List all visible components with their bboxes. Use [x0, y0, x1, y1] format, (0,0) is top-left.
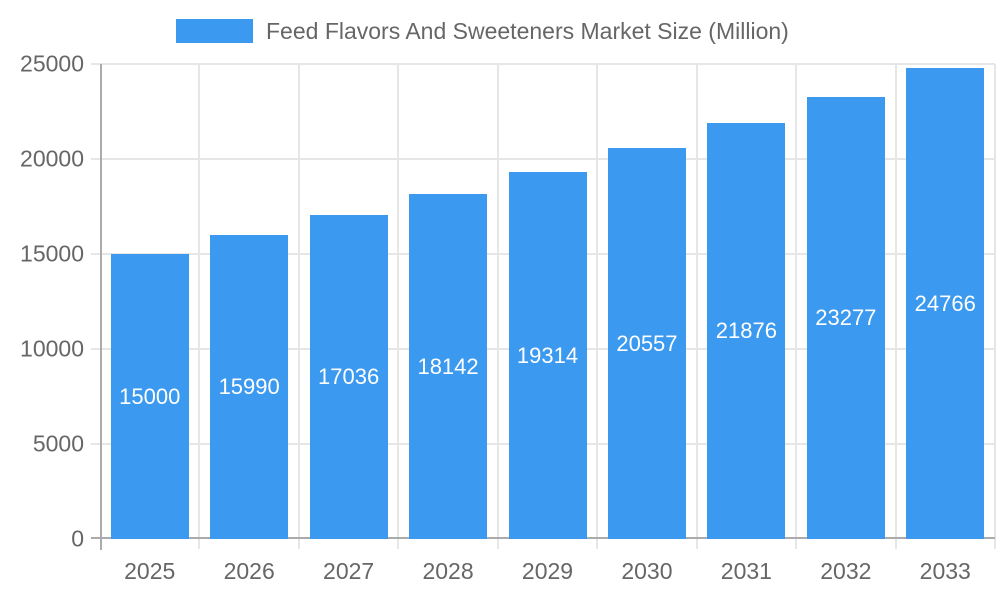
gridline-y-20000 [91, 158, 995, 160]
plot-area: 0 5000 10000 15000 20000 25000 15000 2025 15990 2… [20, 51, 996, 584]
bar-2031[interactable] [707, 123, 786, 539]
bar-value-label-2032: 23277 [815, 304, 877, 330]
gridline-x-8 [894, 64, 897, 549]
legend-swatch-icon [176, 19, 253, 43]
bar-2033[interactable] [906, 68, 985, 539]
bar-value-label-2031: 21876 [715, 318, 777, 344]
bar-2027[interactable] [309, 215, 388, 539]
bar-2028[interactable] [409, 194, 488, 539]
y-tick-label-20000: 20000 [20, 145, 84, 172]
legend-label: Feed Flavors And Sweeteners Market Size … [266, 18, 789, 44]
bar-2029[interactable] [508, 172, 587, 539]
y-tick-label-15000: 15000 [20, 240, 84, 267]
x-tick-label-2031: 2031 [720, 558, 772, 584]
y-axis-line [100, 64, 102, 550]
bar-value-label-2025: 15000 [119, 383, 181, 409]
x-tick-label-2033: 2033 [919, 558, 971, 584]
bar-2026[interactable] [210, 235, 289, 539]
x-tick-label-2026: 2026 [223, 558, 275, 584]
bar-value-label-2026: 15990 [218, 374, 280, 400]
bar-2032[interactable] [806, 96, 885, 539]
gridline-x-5 [596, 64, 599, 549]
bar-value-label-2028: 18142 [417, 353, 479, 379]
gridline-x-6 [695, 64, 698, 549]
x-tick-label-2032: 2032 [820, 558, 872, 584]
gridline-x-2 [297, 64, 300, 549]
y-tick-label-0: 0 [71, 525, 84, 552]
gridline-x-3 [397, 64, 400, 549]
x-tick-label-2029: 2029 [521, 558, 574, 584]
x-tick-label-2025: 2025 [124, 558, 176, 584]
bar-value-label-2027: 17036 [318, 364, 380, 390]
x-tick-label-2028: 2028 [422, 558, 474, 584]
bar-value-label-2030: 20557 [616, 330, 678, 356]
y-tick-label-25000: 25000 [20, 50, 84, 77]
y-tick-label-5000: 5000 [32, 430, 84, 457]
gridline-y-25000 [91, 63, 995, 65]
gridline-x-1 [198, 64, 201, 549]
bar-2030[interactable] [607, 148, 686, 539]
x-tick-label-2027: 2027 [323, 558, 375, 584]
gridline-x-7 [795, 64, 798, 549]
bar-value-label-2029: 19314 [516, 342, 579, 368]
y-tick-label-10000: 10000 [20, 335, 84, 362]
gridline-x-4 [496, 64, 499, 549]
x-tick-label-2030: 2030 [621, 558, 673, 584]
bar-2025[interactable] [110, 254, 189, 539]
gridline-x-9 [994, 64, 996, 549]
chart-legend[interactable]: Feed Flavors And Sweeteners Market Size … [176, 18, 789, 44]
bar-value-label-2033: 24766 [914, 290, 976, 316]
